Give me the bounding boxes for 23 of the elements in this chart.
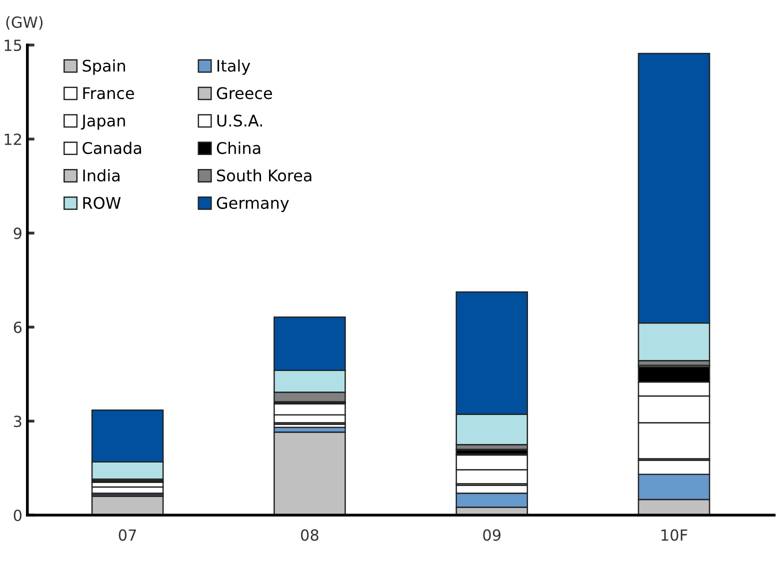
- y-tick-label: 0: [14, 510, 22, 522]
- legend-label: Canada: [82, 142, 142, 154]
- y-tick-label: 6: [14, 322, 22, 334]
- legend-label: China: [216, 142, 260, 154]
- y-tick-label: 12: [4, 134, 21, 145]
- y-axis-title: (GW): [6, 16, 43, 30]
- y-tick-label: 9: [14, 228, 22, 240]
- legend-label: France: [83, 87, 134, 100]
- y-tick-label: 3: [14, 416, 22, 428]
- legend-label: South Korea: [217, 169, 312, 182]
- legend-label: Spain: [82, 59, 125, 75]
- x-tick-label: 08: [300, 529, 318, 541]
- x-tick-label: 07: [118, 529, 136, 541]
- y-tick-label: 15: [4, 40, 22, 52]
- legend-label: Greece: [216, 87, 272, 100]
- legend-label: Italy: [218, 59, 250, 75]
- legend-label: Japan: [80, 114, 125, 130]
- legend-label: U.S.A.: [217, 114, 262, 127]
- legend-label: Germany: [216, 196, 289, 212]
- x-tick-label: 10F: [662, 529, 688, 541]
- x-tick-label: 09: [483, 529, 500, 541]
- legend-label: ROW: [83, 196, 121, 209]
- legend-label: India: [83, 169, 120, 182]
